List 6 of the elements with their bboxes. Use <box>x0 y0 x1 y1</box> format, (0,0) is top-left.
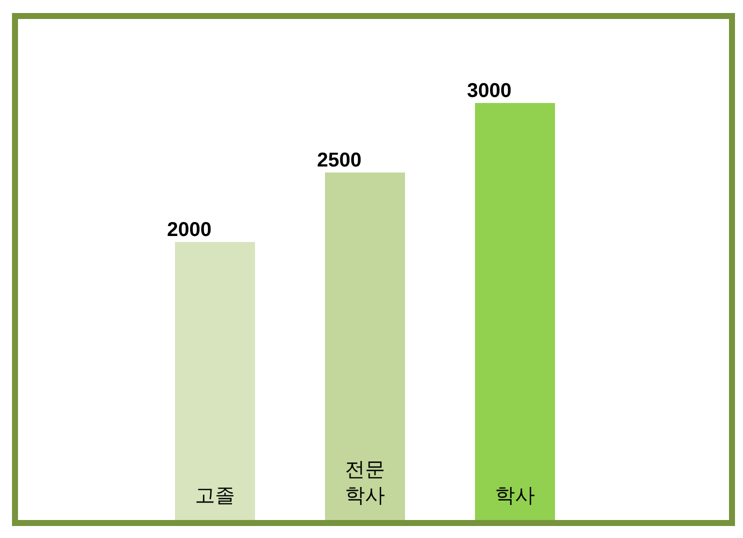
data-label: 3000 <box>467 80 512 102</box>
data-label: 2500 <box>317 150 362 172</box>
x-tick-label: 고졸 <box>195 483 235 507</box>
data-label: 2000 <box>167 219 212 241</box>
x-tick-label: 전문 학사 <box>345 457 385 507</box>
x-tick-label: 학사 <box>495 483 535 507</box>
